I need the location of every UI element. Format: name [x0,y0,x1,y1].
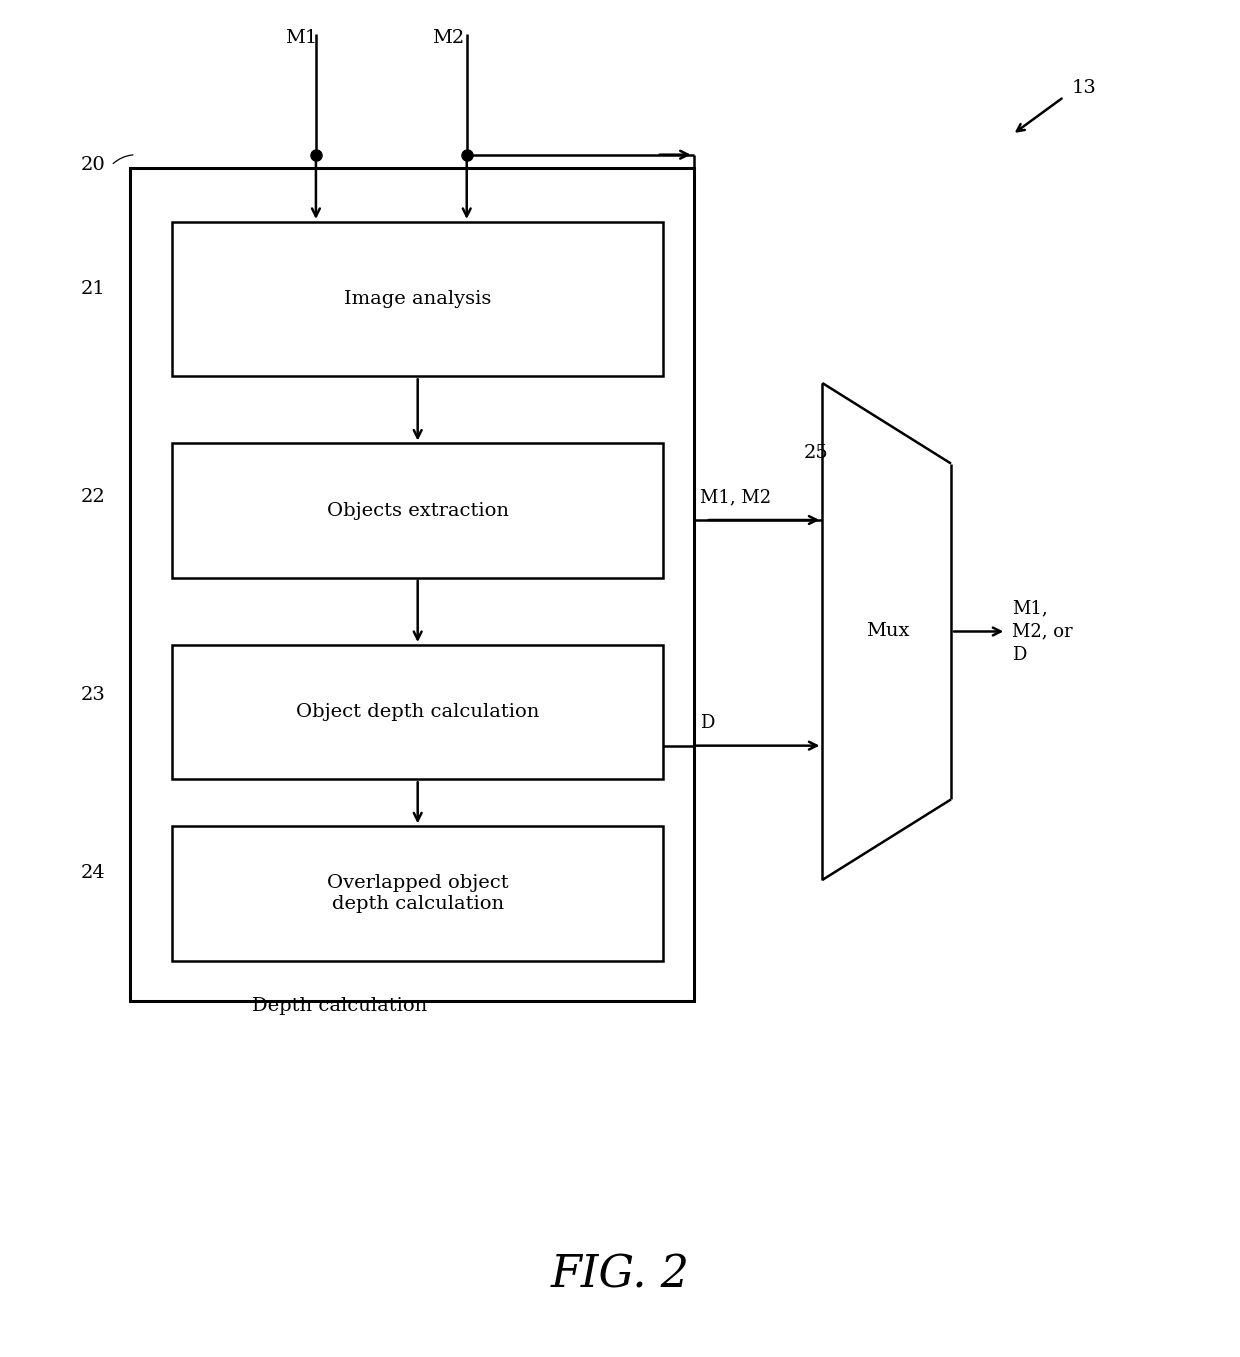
Text: Overlapped object
depth calculation: Overlapped object depth calculation [327,874,508,913]
Text: Depth calculation: Depth calculation [252,997,428,1015]
Text: 13: 13 [1071,79,1096,96]
Text: M2: M2 [433,30,465,47]
Text: 20: 20 [81,156,105,175]
Text: 21: 21 [81,280,105,299]
Bar [172,444,663,578]
Text: 24: 24 [81,864,105,882]
Text: 25: 25 [804,444,828,461]
Text: Image analysis: Image analysis [343,290,491,308]
Text: D: D [699,714,714,733]
Bar [172,221,663,376]
Text: M1: M1 [285,30,317,47]
Text: Mux: Mux [866,623,909,641]
Text: FIG. 2: FIG. 2 [551,1253,689,1296]
Text: Objects extraction: Objects extraction [326,502,508,520]
Bar [172,645,663,779]
Text: M1, M2: M1, M2 [699,489,771,506]
Bar [129,168,693,1001]
Bar [172,826,663,961]
Text: 22: 22 [81,489,105,506]
Text: M1,
M2, or
D: M1, M2, or D [1012,598,1073,664]
Text: Object depth calculation: Object depth calculation [296,703,539,721]
Text: 23: 23 [81,685,105,704]
